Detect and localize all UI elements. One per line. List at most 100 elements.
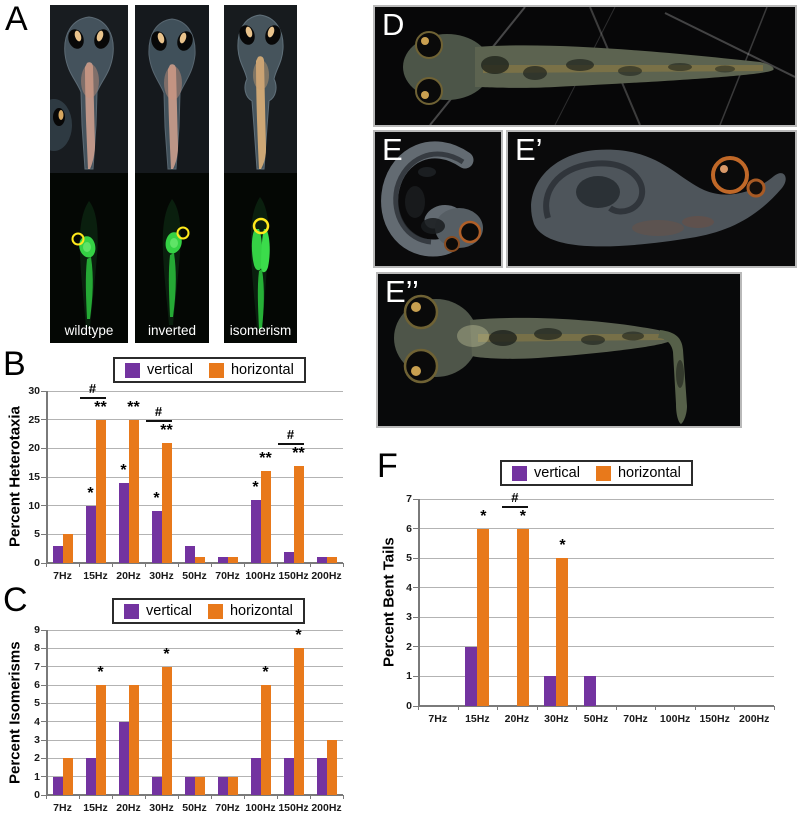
gridline-6 bbox=[46, 684, 343, 686]
x-tickmark bbox=[79, 795, 80, 799]
panel-e-double-prime-label: E’’ bbox=[385, 274, 419, 309]
zebrafish-brightfield-image bbox=[135, 5, 209, 173]
x-tickmark bbox=[277, 795, 278, 799]
significance-2-star-30Hz: ** bbox=[160, 421, 173, 439]
y-tickmark-5 bbox=[41, 702, 46, 704]
significance-1-star-100Hz: * bbox=[262, 664, 269, 681]
y-tickmark-1 bbox=[41, 776, 46, 778]
x-tickmark bbox=[178, 563, 179, 567]
bar-15Hz-horizontal bbox=[477, 528, 490, 706]
x-tickmark bbox=[178, 795, 179, 799]
horizontal-swatch-icon bbox=[208, 362, 224, 378]
x-tickmark bbox=[244, 563, 245, 567]
bar-20Hz-vertical bbox=[118, 721, 129, 795]
panel-a-column-inverted: inverted bbox=[135, 5, 209, 343]
y-tickmark-30 bbox=[41, 390, 46, 392]
bar-7Hz-vertical bbox=[52, 545, 63, 563]
y-tick-7: 7 bbox=[34, 660, 40, 673]
phenotype-label-inverted: inverted bbox=[147, 323, 197, 338]
bar-150Hz-horizontal bbox=[293, 648, 304, 795]
significance-hash-15Hz: # bbox=[88, 380, 97, 396]
x-tickmark bbox=[497, 706, 499, 710]
y-tickmark-3 bbox=[413, 616, 418, 618]
legend-label-vertical: vertical bbox=[147, 362, 193, 378]
y-tick-0: 0 bbox=[34, 557, 40, 569]
significance-bracket-30Hz bbox=[145, 419, 172, 422]
bar-7Hz-horizontal bbox=[62, 534, 73, 563]
bar-70Hz-horizontal bbox=[227, 776, 238, 795]
x-tick-100Hz: 100Hz bbox=[245, 802, 276, 814]
y-tickmark-0 bbox=[41, 562, 46, 564]
x-tickmark bbox=[343, 795, 344, 799]
significance-hash-30Hz: # bbox=[154, 403, 163, 419]
x-tickmark bbox=[145, 563, 146, 567]
y-tickmark-9 bbox=[41, 629, 46, 631]
y-tick-5: 5 bbox=[34, 528, 40, 541]
y-tick-2: 2 bbox=[406, 640, 412, 653]
x-tickmark bbox=[774, 706, 775, 710]
x-tick-150Hz: 150Hz bbox=[278, 570, 309, 582]
gridline-5 bbox=[46, 702, 343, 704]
bar-150Hz-vertical bbox=[283, 551, 294, 563]
bar-200Hz-vertical bbox=[316, 557, 327, 563]
significance-bracket-15Hz bbox=[79, 396, 106, 399]
y-tickmark-4 bbox=[41, 721, 46, 723]
significance-1-star-100Hz: * bbox=[252, 478, 259, 496]
x-tick-30Hz: 30Hz bbox=[544, 713, 569, 725]
bar-100Hz-horizontal bbox=[260, 685, 271, 795]
y-tick-2: 2 bbox=[34, 752, 40, 765]
y-tickmark-0 bbox=[41, 794, 46, 796]
y-tickmark-10 bbox=[41, 505, 46, 507]
bar-20Hz-horizontal bbox=[516, 528, 529, 706]
bar-30Hz-horizontal bbox=[161, 666, 172, 795]
bar-50Hz-vertical bbox=[184, 545, 195, 563]
legend-label-horizontal: horizontal bbox=[229, 603, 293, 619]
x-tick-15Hz: 15Hz bbox=[465, 713, 490, 725]
horizontal-swatch-icon bbox=[595, 465, 611, 481]
y-axis bbox=[46, 391, 48, 563]
x-tick-100Hz: 100Hz bbox=[659, 713, 691, 725]
gridline-3 bbox=[418, 616, 774, 618]
y-axis bbox=[418, 499, 420, 706]
zebrafish-dorsal-photo bbox=[375, 7, 795, 125]
legend-item-vertical: vertical bbox=[124, 603, 192, 619]
curled-embryo-photo bbox=[375, 132, 501, 266]
significance-1-star-30Hz: * bbox=[153, 490, 160, 508]
bar-50Hz-vertical bbox=[584, 676, 596, 706]
bar-70Hz-vertical bbox=[217, 776, 228, 795]
gridline-20 bbox=[46, 447, 343, 449]
significance-1-star-15Hz: * bbox=[87, 484, 94, 502]
y-tick-5: 5 bbox=[406, 552, 412, 565]
y-tick-1: 1 bbox=[406, 670, 412, 683]
x-tick-7Hz: 7Hz bbox=[53, 570, 72, 582]
x-tick-150Hz: 150Hz bbox=[699, 713, 730, 725]
x-tickmark bbox=[79, 563, 80, 567]
gridline-15 bbox=[46, 476, 343, 478]
panel-a-label: A bbox=[5, 0, 28, 38]
bar-150Hz-horizontal bbox=[293, 465, 304, 563]
panel-d-label: D bbox=[382, 7, 405, 42]
x-tickmark bbox=[655, 706, 657, 710]
y-tick-15: 15 bbox=[28, 471, 40, 483]
y-tick-5: 5 bbox=[34, 697, 40, 710]
y-tickmark-1 bbox=[413, 675, 418, 677]
x-tickmark bbox=[343, 563, 344, 567]
x-tick-20Hz: 20Hz bbox=[116, 570, 141, 582]
y-tick-0: 0 bbox=[34, 789, 40, 801]
y-tickmark-2 bbox=[413, 646, 418, 648]
heart-fluorescence-image bbox=[135, 173, 209, 343]
panel-b-label: B bbox=[3, 345, 26, 383]
significance-hash-150Hz: # bbox=[286, 426, 295, 442]
y-tick-9: 9 bbox=[34, 624, 40, 636]
significance-2-star-15Hz: ** bbox=[94, 398, 107, 416]
bar-30Hz-horizontal bbox=[556, 558, 569, 706]
y-tickmark-4 bbox=[413, 587, 418, 589]
gridline-2 bbox=[46, 757, 343, 759]
bar-30Hz-vertical bbox=[151, 511, 162, 563]
gridline-7 bbox=[418, 498, 774, 500]
significance-2-star-150Hz: ** bbox=[292, 444, 305, 462]
x-tickmark bbox=[277, 563, 278, 567]
x-tick-200Hz: 200Hz bbox=[311, 570, 342, 582]
y-tickmark-6 bbox=[41, 684, 46, 686]
